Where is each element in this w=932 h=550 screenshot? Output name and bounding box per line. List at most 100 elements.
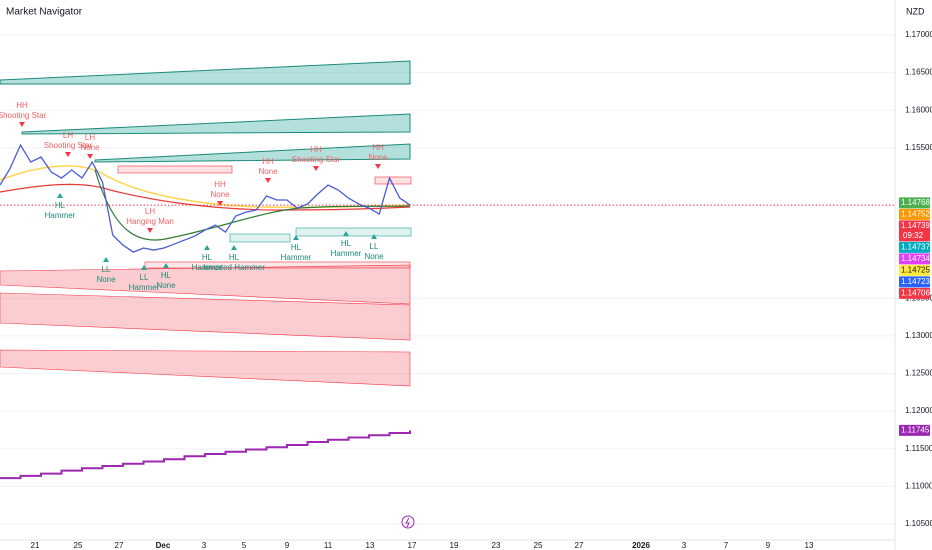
price-tag-label: 1.14768	[901, 198, 930, 207]
price-tag-label: 1.11745	[901, 425, 930, 434]
y-tick-label: 1.13000	[905, 331, 932, 340]
pattern-label: Inverted Hammer	[203, 263, 265, 272]
x-tick-label: 23	[492, 541, 501, 550]
price-tag	[899, 197, 930, 209]
pattern-label: None	[364, 252, 384, 261]
x-tick-label: 3	[682, 541, 687, 550]
pivot-label: LH	[63, 131, 73, 140]
pivot-marker	[19, 122, 25, 127]
price-tag	[899, 241, 930, 253]
price-tag-label: 1.14725	[901, 266, 930, 275]
x-tick-label: 25	[74, 541, 83, 550]
bear-zone	[0, 292, 411, 341]
pivot-label: HH	[262, 157, 274, 166]
pivot-marker	[265, 178, 271, 183]
pattern-label: None	[80, 143, 100, 152]
pivot-marker	[141, 265, 147, 270]
x-tick-label: 21	[31, 541, 40, 550]
replay-icon-bolt[interactable]	[405, 517, 410, 528]
series-line	[0, 143, 411, 253]
demand-box	[295, 227, 412, 237]
pivot-label: LL	[140, 273, 149, 282]
x-tick-label: 7	[724, 541, 729, 550]
y-tick-label: 1.11500	[905, 444, 932, 453]
x-tick-label: 19	[450, 541, 459, 550]
pattern-label: None	[210, 190, 230, 199]
pivot-marker	[87, 154, 93, 159]
price-tag-label: 1.14734	[901, 254, 930, 263]
chart-title: Market Navigator	[6, 7, 83, 18]
pivot-marker	[65, 152, 71, 157]
y-tick-label: 1.16000	[905, 105, 932, 114]
price-tag-label: 1.14737	[901, 243, 930, 252]
x-tick-label: 3	[202, 541, 207, 550]
y-tick-label: 1.12500	[905, 369, 932, 378]
price-tag	[899, 264, 930, 276]
x-tick-label: 13	[366, 541, 375, 550]
replay-icon[interactable]	[401, 515, 415, 529]
pattern-label: Hammer	[129, 283, 160, 292]
pattern-label: None	[258, 167, 278, 176]
series-line	[0, 430, 411, 480]
y-tick-label: 1.15500	[905, 143, 932, 152]
pattern-label: Shooting Star	[44, 141, 93, 150]
x-tick-label: 11	[324, 541, 333, 550]
pivot-label: HL	[291, 243, 302, 252]
bull-zone	[0, 60, 411, 85]
pivot-label: HL	[55, 201, 66, 210]
pivot-marker	[204, 245, 210, 250]
x-tick-label: 27	[575, 541, 584, 550]
price-tag-label: 1.14723	[901, 277, 930, 286]
x-tick-label: 9	[285, 541, 290, 550]
pivot-label: HL	[229, 253, 240, 262]
pivot-label: HH	[372, 143, 384, 152]
pivot-label: LH	[85, 133, 95, 142]
price-tag	[899, 208, 930, 220]
pattern-label: Hammer	[192, 263, 223, 272]
moving-average	[0, 183, 411, 211]
pivot-label: LL	[102, 265, 111, 274]
x-tick-label: 27	[115, 541, 124, 550]
pivot-label: HL	[341, 239, 352, 248]
supply-box	[144, 261, 411, 269]
zones	[0, 60, 412, 387]
price-tag	[899, 276, 930, 288]
x-tick-label: Dec	[156, 541, 171, 550]
pivot-label: HL	[202, 253, 213, 262]
pivot-label: HH	[16, 101, 28, 110]
pivot-label: HH	[310, 145, 322, 154]
pivot-marker	[57, 193, 63, 198]
pivot-marker	[163, 263, 169, 268]
pivot-marker	[231, 245, 237, 250]
price-tag-label: 1.14752	[901, 210, 930, 219]
pattern-label: Hammer	[45, 211, 76, 220]
pivot-marker	[371, 234, 377, 239]
pivot-marker	[217, 201, 223, 206]
y-tick-label: 1.17000	[905, 30, 932, 39]
pivot-label: LL	[370, 242, 379, 251]
replay-icon-ring[interactable]	[401, 515, 415, 529]
pivot-marker	[313, 166, 319, 171]
pivot-marker	[375, 164, 381, 169]
price-tag	[899, 253, 930, 265]
pivot-marker	[147, 228, 153, 233]
pattern-label: None	[156, 281, 176, 290]
supply-box	[117, 165, 233, 174]
countdown: 09:32	[903, 231, 924, 240]
x-tick-label: 9	[766, 541, 771, 550]
demand-box	[229, 233, 291, 243]
pattern-label: Shooting Star	[292, 155, 341, 164]
bear-zone	[0, 264, 411, 305]
bull-zone	[94, 143, 411, 163]
price-tag	[899, 220, 930, 242]
pattern-label: Shooting Star	[0, 111, 47, 120]
y-tick-label: 1.16500	[905, 68, 932, 77]
pivot-label: HL	[161, 271, 172, 280]
x-tick-label: 13	[805, 541, 814, 550]
pivot-label: LH	[145, 207, 155, 216]
x-tick-label: 2026	[632, 541, 650, 550]
bear-zone	[0, 349, 411, 387]
pivot-marker	[293, 235, 299, 240]
pattern-label: Hammer	[331, 249, 362, 258]
